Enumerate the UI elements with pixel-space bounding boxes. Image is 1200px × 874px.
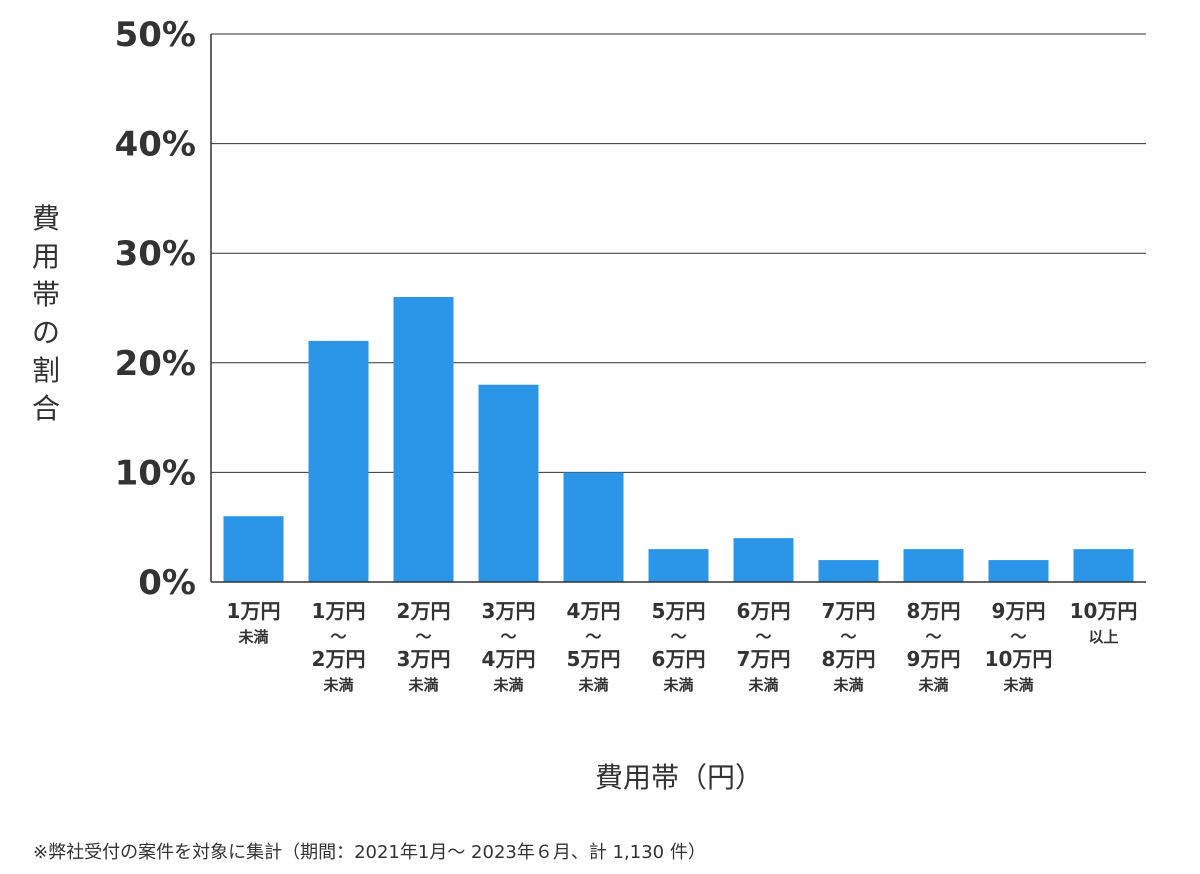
bar [1073, 549, 1134, 582]
bar [903, 549, 964, 582]
y-tick-label: 20% [115, 344, 196, 384]
x-category-label-line: 未満 [917, 676, 948, 694]
x-axis-categories: 1万円未満1万円〜2万円未満2万円〜3万円未満3万円〜4万円未満4万円〜5万円未… [227, 599, 1138, 694]
x-category-label-line: 未満 [1002, 676, 1033, 694]
bar [648, 549, 709, 582]
x-category-label-line: 未満 [407, 676, 438, 694]
x-category-label-line: 4万円 [482, 647, 536, 671]
x-category-label-line: 5万円 [567, 647, 621, 671]
y-axis-label-char: 帯 [32, 278, 60, 311]
x-axis-label: 費用帯（円） [595, 761, 763, 794]
x-category-label-line: 7万円 [822, 599, 876, 623]
y-tick-label: 50% [115, 15, 196, 55]
bar [563, 472, 624, 582]
x-category-label-line: 〜 [500, 627, 516, 646]
x-category-label-line: 4万円 [567, 599, 621, 623]
x-category-label-line: 10万円 [985, 647, 1053, 671]
x-category-label-line: 1万円 [227, 599, 281, 623]
y-axis-ticks: 0% 10% 20% 30% 40% 50% [115, 15, 196, 603]
x-category-label-line: 〜 [585, 627, 601, 646]
y-tick-label: 40% [115, 125, 196, 165]
x-category-label-line: 5万円 [652, 599, 706, 623]
bar [393, 297, 454, 582]
footnote: ※弊社受付の案件を対象に集計（期間：2021年1月～ 2023年６月、計 1,1… [33, 842, 706, 863]
y-axis-label-char: 用 [32, 240, 60, 273]
x-category-label-line: 〜 [840, 627, 856, 646]
x-category-label-line: 〜 [330, 627, 346, 646]
x-category-label-line: 2万円 [312, 647, 366, 671]
bar [308, 340, 369, 582]
y-axis-label-char: 合 [32, 392, 60, 425]
y-tick-label: 0% [138, 563, 196, 603]
axes [210, 34, 1146, 583]
bar [223, 516, 284, 582]
x-category-label-line: 〜 [670, 627, 686, 646]
y-tick-label: 10% [115, 453, 196, 493]
y-axis-label-char: の [32, 316, 60, 349]
bar [733, 538, 794, 582]
x-category-label-line: 10万円 [1070, 599, 1138, 623]
y-axis-label-char: 費 [32, 202, 60, 235]
x-category-label-line: 未満 [662, 676, 693, 694]
x-category-label-line: 〜 [755, 627, 771, 646]
x-category-label-line: 未満 [747, 676, 778, 694]
x-category-label-line: 〜 [925, 627, 941, 646]
y-axis-label-char: 割 [32, 354, 60, 387]
x-category-label-line: 8万円 [822, 647, 876, 671]
x-category-label-line: 未満 [492, 676, 523, 694]
y-tick-label: 30% [115, 234, 196, 274]
x-category-label-line: 未満 [237, 628, 268, 646]
x-category-label-line: 3万円 [397, 647, 451, 671]
x-category-label-line: 未満 [832, 676, 863, 694]
x-category-label-line: 9万円 [992, 599, 1046, 623]
x-category-label-line: 2万円 [397, 599, 451, 623]
x-category-label-line: 〜 [1010, 627, 1026, 646]
x-category-label-line: 3万円 [482, 599, 536, 623]
x-category-label-line: 1万円 [312, 599, 366, 623]
x-category-label-line: 8万円 [907, 599, 961, 623]
bars [223, 297, 1134, 582]
bar [988, 560, 1049, 582]
x-category-label-line: 9万円 [907, 647, 961, 671]
x-category-label-line: 未満 [322, 676, 353, 694]
bar [818, 560, 879, 582]
x-category-label-line: 以上 [1088, 628, 1118, 646]
x-category-label-line: 6万円 [652, 647, 706, 671]
x-category-label-line: 未満 [577, 676, 608, 694]
x-category-label-line: 〜 [415, 627, 431, 646]
x-category-label-line: 7万円 [737, 647, 791, 671]
bar [478, 384, 539, 582]
x-category-label-line: 6万円 [737, 599, 791, 623]
